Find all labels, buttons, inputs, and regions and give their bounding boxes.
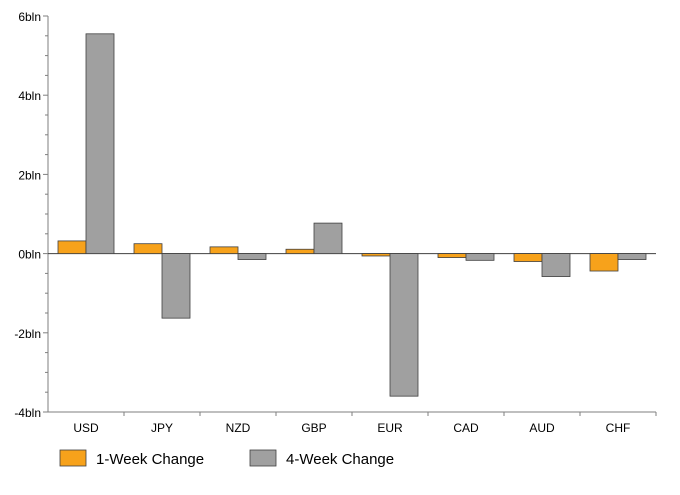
bar-jpy-series-1 [133,243,163,254]
y-tick-label: 0bln [18,248,41,262]
x-tick-label: GBP [301,421,326,435]
bar-nzd-series-1 [209,246,239,254]
bar-chf-series-2 [617,253,647,260]
y-tick-label: 2bln [18,168,41,182]
bar-gbp-series-2 [313,222,343,255]
bar-eur-series-1 [361,253,391,257]
bar-aud-series-1 [513,253,543,262]
x-tick-label: EUR [377,421,403,435]
x-tick-label: NZD [226,421,251,435]
bar-cad-series-1 [437,253,467,258]
bar-chf-series-1 [589,253,619,272]
legend-label-2: 4-Week Change [286,451,394,468]
bar-cad-series-2 [465,253,495,261]
legend-swatch-1 [59,449,87,467]
bar-gbp-series-1 [285,248,315,255]
y-tick-label: 4bln [18,89,41,103]
x-tick-label: CAD [453,421,479,435]
bar-nzd-series-2 [237,253,267,260]
bar-aud-series-2 [541,253,571,277]
x-tick-label: AUD [529,421,555,435]
legend-swatch-2 [249,449,277,467]
bar-usd-series-1 [57,240,87,254]
y-tick-label: -4bln [14,406,41,420]
x-tick-label: CHF [606,421,631,435]
bars [57,33,647,397]
x-tick-label: USD [73,421,99,435]
y-tick-label: -2bln [14,327,41,341]
legend-label-1: 1-Week Change [96,451,204,468]
legend: 1-Week Change 4-Week Change [59,449,394,468]
bar-jpy-series-2 [161,253,191,319]
y-tick-label: 6bln [18,10,41,24]
bar-usd-series-2 [85,33,115,254]
x-tick-label: JPY [151,421,173,435]
bar-eur-series-2 [389,253,419,397]
